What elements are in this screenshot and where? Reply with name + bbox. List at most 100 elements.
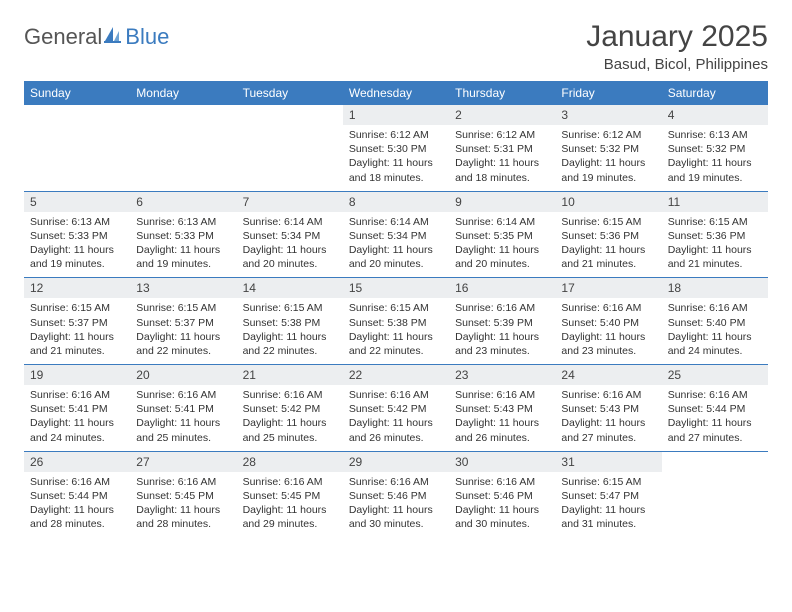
daylight-text: Daylight: 11 hours and 30 minutes. xyxy=(455,503,549,531)
weekday-header: Saturday xyxy=(662,81,768,105)
sunset-text: Sunset: 5:44 PM xyxy=(30,489,124,503)
day-details: Sunrise: 6:12 AMSunset: 5:30 PMDaylight:… xyxy=(343,125,449,191)
month-title: January 2025 xyxy=(586,20,768,54)
calendar-day-cell: 4Sunrise: 6:13 AMSunset: 5:32 PMDaylight… xyxy=(662,105,768,191)
sunrise-text: Sunrise: 6:13 AM xyxy=(30,215,124,229)
location-label: Basud, Bicol, Philippines xyxy=(586,56,768,73)
sunrise-text: Sunrise: 6:13 AM xyxy=(668,128,762,142)
sunset-text: Sunset: 5:34 PM xyxy=(243,229,337,243)
day-number: 13 xyxy=(130,278,236,298)
day-number: 23 xyxy=(449,365,555,385)
day-details: Sunrise: 6:16 AMSunset: 5:40 PMDaylight:… xyxy=(555,298,661,364)
sunrise-text: Sunrise: 6:16 AM xyxy=(561,301,655,315)
weekday-header: Monday xyxy=(130,81,236,105)
daylight-text: Daylight: 11 hours and 19 minutes. xyxy=(136,243,230,271)
daylight-text: Daylight: 11 hours and 21 minutes. xyxy=(668,243,762,271)
day-number: 28 xyxy=(237,452,343,472)
daylight-text: Daylight: 11 hours and 22 minutes. xyxy=(349,330,443,358)
sunrise-text: Sunrise: 6:16 AM xyxy=(455,475,549,489)
daylight-text: Daylight: 11 hours and 18 minutes. xyxy=(349,156,443,184)
brand-logo: General Blue xyxy=(24,24,169,50)
daylight-text: Daylight: 11 hours and 21 minutes. xyxy=(30,330,124,358)
weekday-header: Tuesday xyxy=(237,81,343,105)
day-details: Sunrise: 6:16 AMSunset: 5:41 PMDaylight:… xyxy=(24,385,130,451)
daylight-text: Daylight: 11 hours and 18 minutes. xyxy=(455,156,549,184)
calendar-day-cell: 6Sunrise: 6:13 AMSunset: 5:33 PMDaylight… xyxy=(130,191,236,278)
day-number: 11 xyxy=(662,192,768,212)
sunset-text: Sunset: 5:42 PM xyxy=(349,402,443,416)
day-details: Sunrise: 6:14 AMSunset: 5:34 PMDaylight:… xyxy=(237,212,343,278)
calendar-day-cell xyxy=(662,451,768,537)
calendar-day-cell: 3Sunrise: 6:12 AMSunset: 5:32 PMDaylight… xyxy=(555,105,661,191)
sunrise-text: Sunrise: 6:16 AM xyxy=(243,388,337,402)
day-number: 1 xyxy=(343,105,449,125)
daylight-text: Daylight: 11 hours and 22 minutes. xyxy=(243,330,337,358)
weekday-header: Wednesday xyxy=(343,81,449,105)
sunrise-text: Sunrise: 6:16 AM xyxy=(349,388,443,402)
sunrise-text: Sunrise: 6:15 AM xyxy=(349,301,443,315)
day-details: Sunrise: 6:16 AMSunset: 5:39 PMDaylight:… xyxy=(449,298,555,364)
sunset-text: Sunset: 5:31 PM xyxy=(455,142,549,156)
sunrise-text: Sunrise: 6:12 AM xyxy=(455,128,549,142)
day-number: 6 xyxy=(130,192,236,212)
calendar-day-cell: 24Sunrise: 6:16 AMSunset: 5:43 PMDayligh… xyxy=(555,365,661,452)
day-number: 19 xyxy=(24,365,130,385)
day-details: Sunrise: 6:16 AMSunset: 5:42 PMDaylight:… xyxy=(343,385,449,451)
calendar-day-cell xyxy=(237,105,343,191)
day-details: Sunrise: 6:12 AMSunset: 5:32 PMDaylight:… xyxy=(555,125,661,191)
calendar-day-cell: 17Sunrise: 6:16 AMSunset: 5:40 PMDayligh… xyxy=(555,278,661,365)
sunset-text: Sunset: 5:40 PM xyxy=(561,316,655,330)
daylight-text: Daylight: 11 hours and 19 minutes. xyxy=(668,156,762,184)
calendar-day-cell: 21Sunrise: 6:16 AMSunset: 5:42 PMDayligh… xyxy=(237,365,343,452)
calendar-day-cell: 25Sunrise: 6:16 AMSunset: 5:44 PMDayligh… xyxy=(662,365,768,452)
daylight-text: Daylight: 11 hours and 27 minutes. xyxy=(668,416,762,444)
day-details: Sunrise: 6:16 AMSunset: 5:41 PMDaylight:… xyxy=(130,385,236,451)
day-number: 18 xyxy=(662,278,768,298)
sunrise-text: Sunrise: 6:14 AM xyxy=(455,215,549,229)
calendar-week-row: 26Sunrise: 6:16 AMSunset: 5:44 PMDayligh… xyxy=(24,451,768,537)
sunset-text: Sunset: 5:41 PM xyxy=(136,402,230,416)
calendar-day-cell: 1Sunrise: 6:12 AMSunset: 5:30 PMDaylight… xyxy=(343,105,449,191)
sunset-text: Sunset: 5:37 PM xyxy=(30,316,124,330)
sunset-text: Sunset: 5:32 PM xyxy=(561,142,655,156)
day-details: Sunrise: 6:16 AMSunset: 5:43 PMDaylight:… xyxy=(555,385,661,451)
weekday-header: Friday xyxy=(555,81,661,105)
sunset-text: Sunset: 5:43 PM xyxy=(455,402,549,416)
day-number: 17 xyxy=(555,278,661,298)
day-number: 26 xyxy=(24,452,130,472)
calendar-day-cell: 22Sunrise: 6:16 AMSunset: 5:42 PMDayligh… xyxy=(343,365,449,452)
daylight-text: Daylight: 11 hours and 19 minutes. xyxy=(561,156,655,184)
sunset-text: Sunset: 5:39 PM xyxy=(455,316,549,330)
day-details: Sunrise: 6:14 AMSunset: 5:35 PMDaylight:… xyxy=(449,212,555,278)
calendar-page: General Blue January 2025 Basud, Bicol, … xyxy=(0,0,792,557)
sunrise-text: Sunrise: 6:15 AM xyxy=(668,215,762,229)
day-number: 5 xyxy=(24,192,130,212)
day-number: 20 xyxy=(130,365,236,385)
calendar-table: SundayMondayTuesdayWednesdayThursdayFrid… xyxy=(24,81,768,537)
sunset-text: Sunset: 5:42 PM xyxy=(243,402,337,416)
brand-text-2: Blue xyxy=(125,24,169,50)
sunset-text: Sunset: 5:46 PM xyxy=(349,489,443,503)
daylight-text: Daylight: 11 hours and 24 minutes. xyxy=(30,416,124,444)
calendar-day-cell: 13Sunrise: 6:15 AMSunset: 5:37 PMDayligh… xyxy=(130,278,236,365)
sunset-text: Sunset: 5:36 PM xyxy=(561,229,655,243)
day-number: 27 xyxy=(130,452,236,472)
daylight-text: Daylight: 11 hours and 28 minutes. xyxy=(136,503,230,531)
brand-text-1: General xyxy=(24,24,102,50)
day-number: 25 xyxy=(662,365,768,385)
day-details: Sunrise: 6:16 AMSunset: 5:45 PMDaylight:… xyxy=(237,472,343,538)
calendar-day-cell: 29Sunrise: 6:16 AMSunset: 5:46 PMDayligh… xyxy=(343,451,449,537)
daylight-text: Daylight: 11 hours and 22 minutes. xyxy=(136,330,230,358)
calendar-day-cell: 9Sunrise: 6:14 AMSunset: 5:35 PMDaylight… xyxy=(449,191,555,278)
daylight-text: Daylight: 11 hours and 25 minutes. xyxy=(243,416,337,444)
day-details: Sunrise: 6:16 AMSunset: 5:44 PMDaylight:… xyxy=(24,472,130,538)
sunset-text: Sunset: 5:30 PM xyxy=(349,142,443,156)
daylight-text: Daylight: 11 hours and 25 minutes. xyxy=(136,416,230,444)
day-number xyxy=(662,452,768,458)
sunset-text: Sunset: 5:33 PM xyxy=(136,229,230,243)
day-number: 12 xyxy=(24,278,130,298)
sunrise-text: Sunrise: 6:15 AM xyxy=(243,301,337,315)
daylight-text: Daylight: 11 hours and 23 minutes. xyxy=(455,330,549,358)
day-number: 22 xyxy=(343,365,449,385)
sunrise-text: Sunrise: 6:15 AM xyxy=(30,301,124,315)
